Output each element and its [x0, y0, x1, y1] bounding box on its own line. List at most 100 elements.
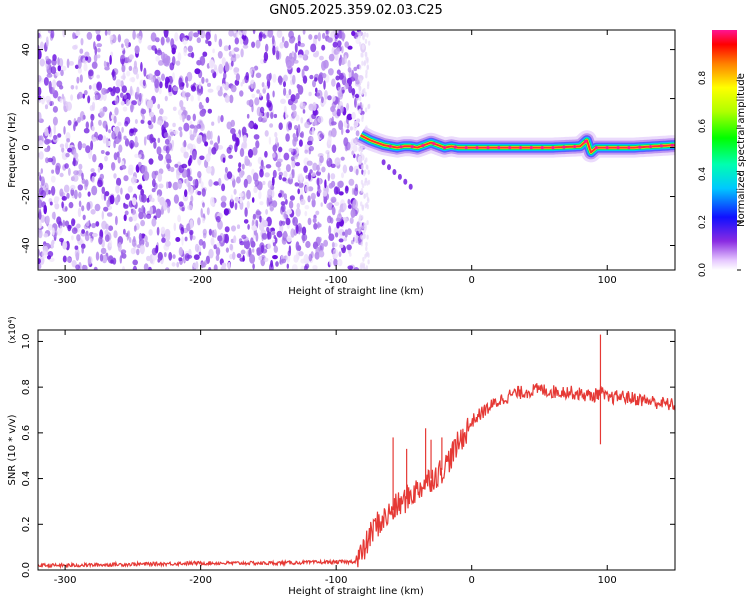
noise-speckle: [323, 59, 329, 69]
noise-speckle: [278, 122, 283, 130]
noise-speckle: [61, 152, 67, 158]
noise-speckle: [217, 51, 223, 59]
noise-speckle: [285, 93, 290, 99]
noise-speckle: [297, 123, 301, 134]
noise-speckle: [81, 172, 84, 180]
ridge-peak: [638, 145, 642, 149]
noise-speckle: [129, 85, 133, 96]
noise-speckle: [242, 30, 247, 36]
noise-speckle: [358, 85, 361, 91]
noise-speckle: [77, 184, 84, 191]
noise-speckle: [193, 254, 200, 260]
noise-speckle: [283, 74, 288, 82]
noise-speckle: [38, 49, 42, 60]
noise-speckle: [136, 73, 139, 80]
noise-speckle: [263, 58, 267, 64]
noise-speckle: [252, 263, 255, 270]
noise-speckle: [251, 93, 256, 99]
noise-speckle: [277, 158, 283, 163]
noise-speckle: [318, 74, 324, 84]
noise-speckle: [363, 233, 366, 239]
noise-speckle: [160, 36, 165, 46]
noise-speckle: [226, 171, 233, 180]
noise-speckle: [168, 84, 172, 94]
noise-speckle: [187, 52, 194, 58]
noise-speckle: [290, 156, 295, 162]
noise-speckle: [236, 224, 241, 229]
noise-speckle: [345, 141, 351, 151]
colorbar-tick-label: 0.0: [698, 263, 708, 278]
noise-speckle: [40, 176, 45, 187]
noise-speckle: [293, 110, 297, 117]
noise-speckle: [270, 259, 274, 268]
noise-speckle: [363, 228, 366, 233]
noise-speckle: [303, 254, 310, 264]
noise-speckle: [342, 231, 346, 236]
noise-speckle: [182, 114, 185, 123]
noise-speckle: [368, 103, 371, 109]
ridge-peak: [616, 146, 620, 150]
noise-speckle: [308, 172, 312, 181]
noise-speckle: [209, 140, 214, 145]
noise-speckle: [331, 78, 336, 87]
noise-speckle: [56, 228, 62, 236]
noise-speckle: [347, 198, 351, 205]
spectrogram-ytick-label: 20: [21, 92, 32, 105]
noise-speckle: [321, 96, 324, 104]
noise-speckle: [67, 224, 72, 232]
noise-speckle: [259, 201, 264, 206]
noise-speckle: [321, 166, 326, 173]
noise-speckle: [295, 114, 300, 122]
noise-speckle: [105, 124, 108, 132]
noise-speckle: [77, 59, 82, 69]
noise-speckle: [70, 184, 76, 190]
noise-speckle: [247, 122, 254, 128]
noise-speckle: [164, 228, 171, 237]
noise-speckle: [345, 186, 349, 192]
noise-speckle: [215, 247, 221, 256]
noise-speckle: [367, 81, 370, 87]
noise-speckle: [83, 63, 88, 72]
noise-speckle: [132, 65, 139, 75]
noise-speckle: [403, 178, 408, 185]
noise-speckle: [109, 54, 112, 65]
noise-speckle: [272, 242, 276, 247]
noise-speckle: [66, 58, 70, 69]
noise-speckle: [348, 178, 355, 186]
noise-speckle: [92, 154, 97, 163]
noise-speckle: [157, 258, 161, 263]
noise-speckle: [303, 165, 308, 173]
noise-speckle: [242, 255, 245, 262]
noise-speckle: [154, 78, 160, 89]
noise-speckle: [255, 140, 260, 149]
noise-speckle: [247, 148, 254, 158]
noise-speckle: [358, 33, 362, 39]
noise-speckle: [327, 172, 330, 182]
noise-speckle: [343, 86, 347, 91]
noise-speckle: [241, 234, 247, 239]
noise-speckle: [213, 264, 218, 270]
noise-speckle: [112, 86, 116, 94]
noise-speckle: [247, 224, 250, 230]
noise-speckle: [122, 266, 125, 270]
noise-speckle: [285, 164, 291, 173]
noise-speckle: [336, 47, 341, 55]
noise-speckle: [309, 169, 313, 174]
noise-speckle: [105, 137, 109, 148]
noise-speckle: [258, 32, 263, 42]
noise-speckle: [229, 198, 234, 209]
noise-speckle: [365, 241, 368, 247]
noise-speckle: [95, 30, 101, 35]
noise-speckle: [317, 32, 321, 42]
spectrogram-ridge: [351, 126, 675, 190]
noise-speckle: [202, 228, 207, 236]
noise-speckle: [397, 173, 402, 180]
noise-speckle: [124, 210, 129, 216]
noise-speckle: [233, 47, 240, 52]
noise-speckle: [190, 195, 194, 203]
noise-speckle: [361, 52, 364, 58]
noise-speckle: [341, 32, 345, 42]
noise-speckle: [316, 164, 320, 172]
noise-speckle: [44, 104, 49, 110]
